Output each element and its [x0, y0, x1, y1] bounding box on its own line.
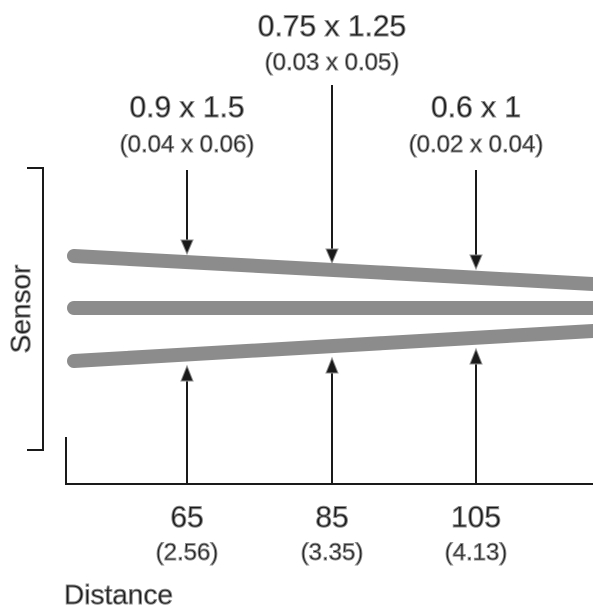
distance-axis: [65, 437, 593, 485]
distance-mm-1: 65: [170, 501, 203, 534]
spot-size-in-1: (0.04 x 0.06): [120, 131, 255, 158]
arrow-up-2: [325, 356, 339, 485]
sensor-label: Sensor: [5, 265, 36, 354]
spot-size-mm-2: 0.75 x 1.25: [258, 10, 406, 43]
beam-lower: [67, 324, 593, 368]
distance-label: Distance: [64, 579, 173, 610]
distance-mm-3: 105: [451, 501, 501, 534]
arrow-up-3: [469, 347, 483, 485]
arrow-down-2: [325, 85, 339, 265]
arrow-down-3: [469, 170, 483, 271]
spot-size-mm-3: 0.6 x 1: [431, 91, 521, 124]
beam-upper: [67, 249, 593, 291]
distance-in-2: (3.35): [301, 539, 364, 566]
sensor-bracket: [27, 167, 44, 451]
arrow-down-1: [180, 170, 194, 256]
spot-size-in-3: (0.02 x 0.04): [409, 131, 544, 158]
distance-mm-2: 85: [315, 501, 348, 534]
spot-size-in-2: (0.03 x 0.05): [265, 49, 400, 76]
spot-size-mm-1: 0.9 x 1.5: [129, 91, 244, 124]
arrow-up-1: [180, 364, 194, 485]
distance-in-3: (4.13): [445, 539, 508, 566]
distance-in-1: (2.56): [156, 539, 219, 566]
